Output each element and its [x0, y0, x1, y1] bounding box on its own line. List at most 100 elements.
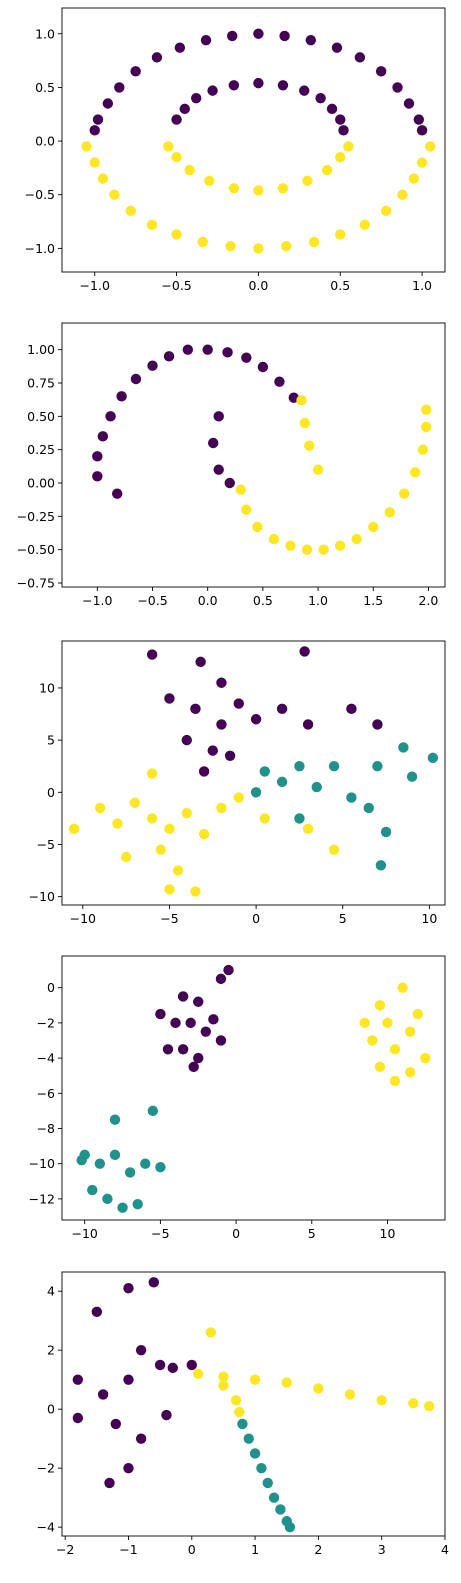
scatter-point [305, 35, 316, 46]
scatter-point [397, 189, 408, 200]
scatter-point [380, 205, 392, 217]
scatter-point [94, 802, 106, 814]
scatter-point [372, 761, 383, 772]
scatter-point [109, 1114, 121, 1125]
scatter-point [299, 417, 311, 429]
scatter-point [421, 404, 432, 415]
y-tick-label: −0.25 [17, 509, 55, 524]
scatter-point [140, 1158, 151, 1169]
scatter-point [97, 173, 109, 184]
scatter-point [135, 1433, 147, 1444]
scatter-point [92, 471, 103, 482]
scatter-point [233, 698, 244, 709]
scatter-point [146, 813, 158, 824]
scatter-point [177, 1044, 189, 1055]
scatter-point [97, 1389, 109, 1400]
scatter-point [218, 1371, 229, 1382]
plot-frame [61, 955, 446, 1221]
scatter-point [284, 1521, 296, 1533]
x-tick-label: 1.0 [412, 278, 432, 293]
scatter-point [262, 1477, 273, 1489]
scatter-point [147, 1105, 159, 1117]
scatter-point [89, 125, 100, 136]
scatter-point [427, 752, 439, 764]
scatter-point [162, 1044, 174, 1055]
scatter-point [202, 344, 213, 355]
scatter-point [200, 1026, 212, 1037]
scatter-point [120, 851, 132, 863]
y-tick-label: 1.0 [35, 26, 55, 41]
scatter-point [234, 1406, 245, 1418]
y-tick-label: 1.00 [27, 342, 55, 357]
scatter-point [408, 173, 420, 184]
scatter-point [302, 175, 313, 186]
scatter-point [256, 1462, 267, 1474]
scatter-point [302, 719, 314, 730]
y-tick-label: −0.50 [17, 542, 55, 557]
scatter-point [277, 183, 289, 194]
x-tick-label: 0 [252, 911, 260, 926]
scatter-point [410, 467, 421, 478]
y-tick-label: −12 [29, 1191, 55, 1206]
points-group [68, 646, 439, 897]
x-tick-label: −10 [70, 911, 96, 926]
x-tick-label: −5 [160, 911, 178, 926]
y-tick-label: 0.50 [27, 409, 55, 424]
scatter-point [215, 1035, 227, 1046]
scatter-point [382, 1017, 393, 1029]
scatter-point [218, 1380, 229, 1391]
scatter-point [174, 42, 186, 53]
scatter-point [188, 1061, 199, 1073]
scatter-point [161, 1409, 172, 1421]
x-tick-label: 0 [232, 1226, 240, 1241]
y-tick-label: 0 [47, 980, 55, 995]
y-tick-label: 0.25 [27, 442, 55, 457]
scatter-point [404, 1066, 416, 1078]
scatter-point [398, 742, 409, 753]
scatter-point [164, 884, 175, 895]
points-group [81, 28, 436, 254]
scatter-point [304, 440, 315, 451]
scatter-point [380, 826, 392, 838]
y-tick-label: 5 [47, 733, 55, 748]
plot-frame [61, 1271, 446, 1537]
scatter-point [130, 66, 141, 77]
scatter-point [208, 437, 219, 449]
scatter-point [104, 1477, 115, 1489]
scatter-point [343, 141, 354, 152]
y-tick-label: 10 [39, 680, 55, 695]
scatter-point [155, 844, 166, 855]
x-tick-label: 1.5 [363, 593, 383, 608]
scatter-point [243, 1433, 254, 1444]
scatter-point [335, 229, 346, 240]
scatter-point [197, 236, 208, 248]
scatter-point [102, 98, 114, 109]
scatter-point [170, 1017, 181, 1029]
scatter-point [274, 376, 285, 387]
scatter-point [92, 451, 103, 462]
y-tick-label: 0.00 [27, 476, 55, 491]
scatter-point [181, 734, 192, 746]
scatter-point [389, 1075, 401, 1087]
scatter-point [190, 703, 201, 715]
scatter-point [81, 141, 92, 152]
scatter-point [328, 761, 340, 772]
scatter-plot-2: −1.0 −0.5 0.0 0.5 1.0 1.5 2.0 −0.75 −0.50 −0.25 0.… [17, 322, 446, 608]
scatter-point [124, 1167, 136, 1178]
y-tick-label: −10 [29, 889, 55, 904]
x-tick-label: 0.0 [198, 593, 218, 608]
scatter-point [294, 813, 305, 824]
scatter-point [208, 1014, 219, 1025]
scatter-point [276, 776, 288, 788]
scatter-point [397, 982, 408, 993]
x-tick-label: −5 [151, 1226, 169, 1241]
scatter-point [398, 488, 410, 499]
scatter-point [116, 391, 127, 402]
scatter-point [110, 1418, 122, 1430]
x-tick-label: 4 [441, 1542, 449, 1557]
scatter-point [76, 1154, 87, 1166]
scatter-point [294, 761, 305, 772]
x-tick-label: 2 [314, 1542, 322, 1557]
scatter-point [216, 677, 227, 688]
